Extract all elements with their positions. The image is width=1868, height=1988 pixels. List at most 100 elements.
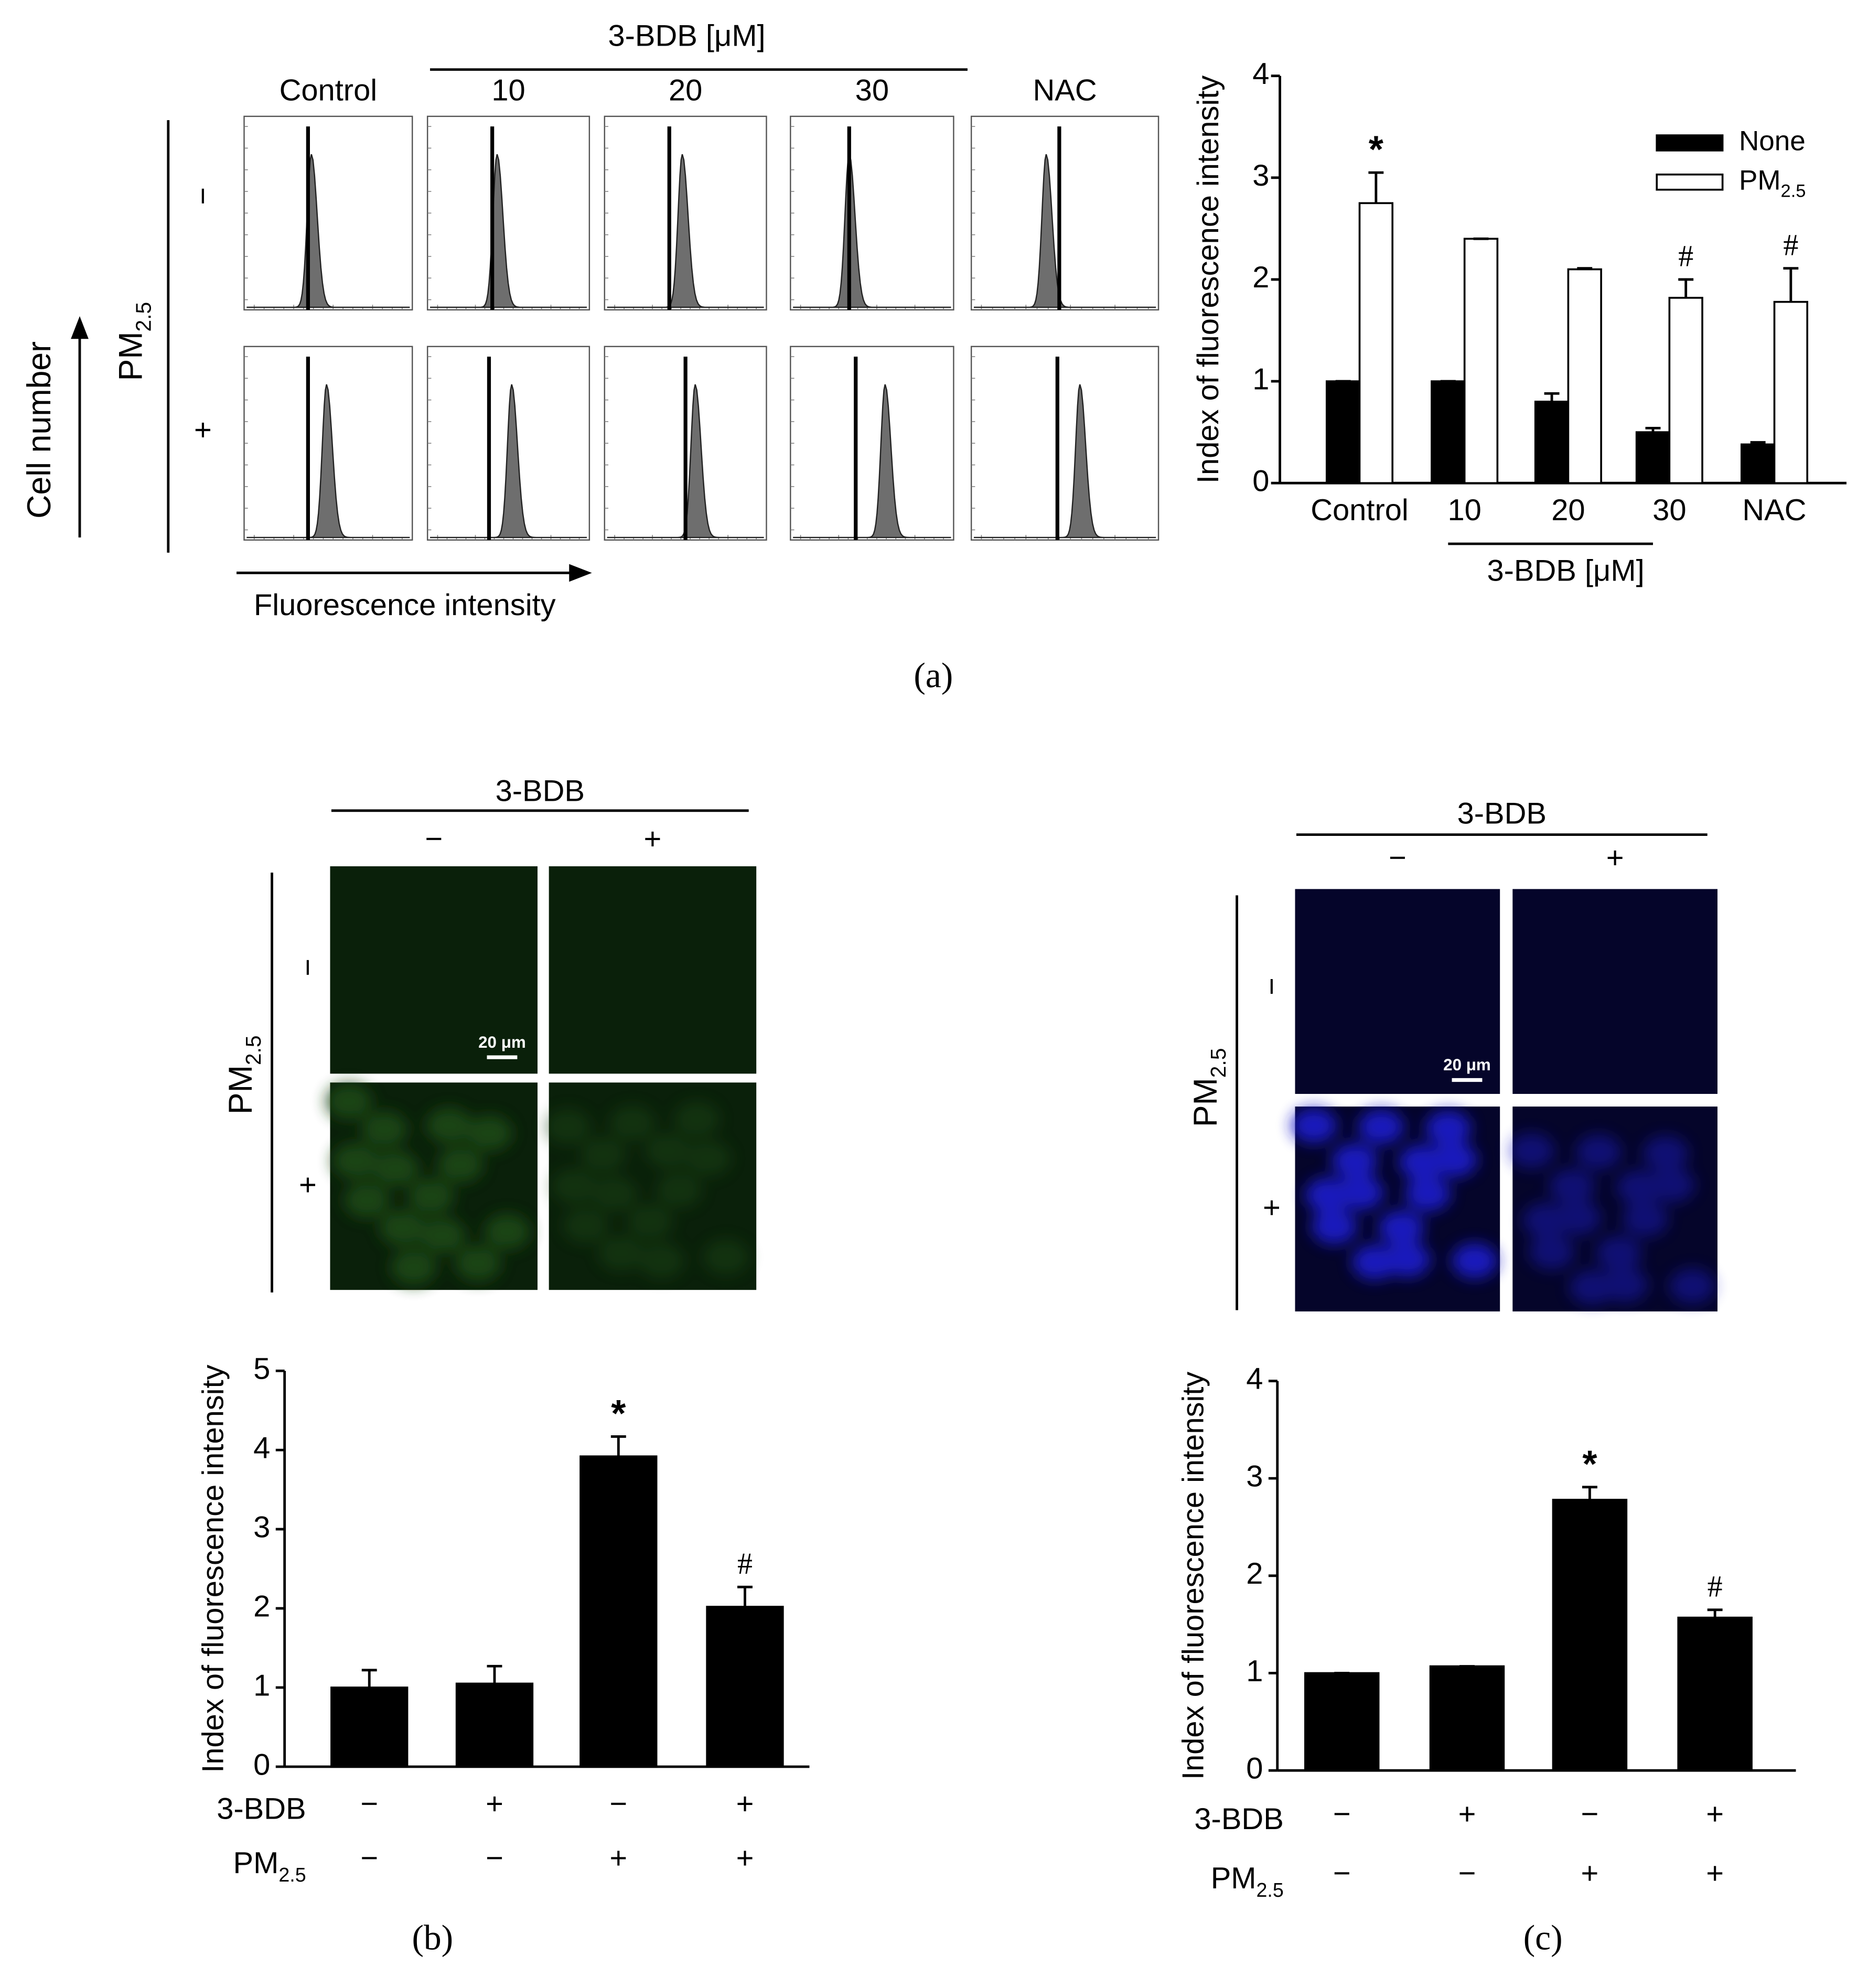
annotation: #	[1678, 239, 1693, 273]
micrograph	[1512, 889, 1717, 1094]
bar	[1635, 431, 1671, 485]
bar	[330, 1686, 409, 1768]
annotation: *	[611, 1393, 626, 1435]
cell	[1378, 1210, 1424, 1246]
cell	[1425, 1110, 1471, 1146]
cell	[1332, 1143, 1378, 1179]
x-tick-label: 30	[1652, 493, 1686, 527]
cell	[1291, 1108, 1337, 1144]
micrograph	[1295, 889, 1500, 1094]
column-label: 10	[491, 73, 525, 107]
error-bar	[1707, 1608, 1723, 1618]
column-label: Control	[280, 73, 378, 107]
axis-title: Cell number	[21, 341, 58, 519]
micrograph	[549, 866, 757, 1074]
scale-bar-label: 20 μm	[478, 1033, 526, 1051]
histogram-frame	[243, 115, 413, 311]
cell	[420, 1218, 466, 1253]
histogram-peak	[430, 384, 587, 539]
bar	[1677, 1616, 1753, 1772]
row-sign: −	[186, 187, 220, 205]
cell	[609, 1105, 656, 1141]
histogram-frame	[970, 115, 1160, 311]
cell	[685, 1141, 731, 1176]
histogram-peak	[793, 384, 951, 539]
condition-sign: +	[609, 1842, 627, 1875]
cell	[638, 1243, 684, 1279]
bar	[1773, 300, 1809, 485]
cell	[1305, 1177, 1351, 1213]
bar	[1325, 380, 1361, 485]
group-label: 3-BDB [μM]	[608, 19, 765, 53]
annotation: *	[1582, 1443, 1597, 1485]
cells	[1291, 1108, 1498, 1280]
x-tick-label: NAC	[1742, 493, 1806, 527]
cell	[1623, 1201, 1668, 1237]
condition-sign: +	[736, 1787, 754, 1821]
y-tick-label: 2	[1252, 261, 1269, 294]
y-tick-label: 1	[1252, 362, 1269, 396]
error-bar	[737, 1585, 753, 1607]
cell	[343, 1182, 390, 1218]
x-tick-label: Control	[1311, 493, 1409, 527]
y-tick-label: 5	[253, 1352, 270, 1385]
condition-label: 3-BDB	[217, 1792, 306, 1826]
column-label: NAC	[1033, 73, 1097, 107]
error-bar	[610, 1435, 626, 1457]
cells	[545, 1101, 749, 1279]
cell	[466, 1115, 512, 1151]
column-label: −	[1389, 841, 1407, 875]
legend-label: PM2.5	[1739, 165, 1806, 201]
arrowhead	[569, 564, 592, 582]
panel-label: (c)	[1523, 1918, 1563, 1957]
error-bar	[1678, 278, 1694, 298]
legend-swatch	[1656, 134, 1724, 152]
histogram-frame	[426, 115, 591, 311]
cell	[598, 1235, 644, 1271]
cell	[1649, 1167, 1695, 1203]
error-bar	[1750, 441, 1766, 445]
scale-bar-label: 20 μm	[1443, 1056, 1491, 1074]
cell	[326, 1083, 372, 1120]
condition-label: PM2.5	[1211, 1862, 1284, 1901]
legend-swatch	[1656, 173, 1724, 191]
cell	[627, 1203, 673, 1240]
histogram-peak	[246, 384, 410, 539]
condition-sign: −	[486, 1842, 503, 1875]
cell	[674, 1101, 720, 1137]
histogram-peak	[607, 384, 764, 539]
error-bar	[361, 1669, 377, 1688]
histogram-frame	[790, 346, 954, 541]
y-tick-label: 4	[1246, 1362, 1263, 1396]
y-axis-title: Index of fluorescence intensity	[1176, 1372, 1210, 1780]
cell	[455, 1245, 501, 1281]
y-tick-label: 1	[253, 1669, 270, 1702]
y-tick-label: 0	[1246, 1751, 1263, 1785]
condition-sign: +	[1706, 1857, 1724, 1890]
cell	[1596, 1235, 1642, 1271]
row-sign: −	[1255, 977, 1289, 995]
row-sign: +	[1255, 1199, 1289, 1217]
condition-sign: −	[1333, 1797, 1351, 1831]
x-tick-label: 10	[1447, 493, 1481, 527]
cell	[332, 1143, 379, 1179]
x-tick-label: 20	[1551, 493, 1585, 527]
column-label: +	[1606, 841, 1624, 875]
cell	[551, 1168, 597, 1204]
cell	[1358, 1109, 1404, 1145]
annotation: #	[737, 1546, 753, 1581]
histogram-peak	[973, 384, 1156, 539]
histogram-peak	[973, 154, 1156, 308]
cell	[1405, 1176, 1451, 1212]
cell	[1575, 1134, 1622, 1170]
row-label: PM2.5	[222, 1035, 265, 1114]
micrograph	[330, 866, 538, 1074]
y-axis-title: Index of fluorescence intensity	[1191, 76, 1225, 483]
cell	[484, 1214, 530, 1250]
condition-label: 3-BDB	[1194, 1802, 1283, 1836]
cell	[1549, 1168, 1595, 1204]
histogram-peak	[246, 154, 410, 308]
cell	[1555, 1200, 1602, 1236]
